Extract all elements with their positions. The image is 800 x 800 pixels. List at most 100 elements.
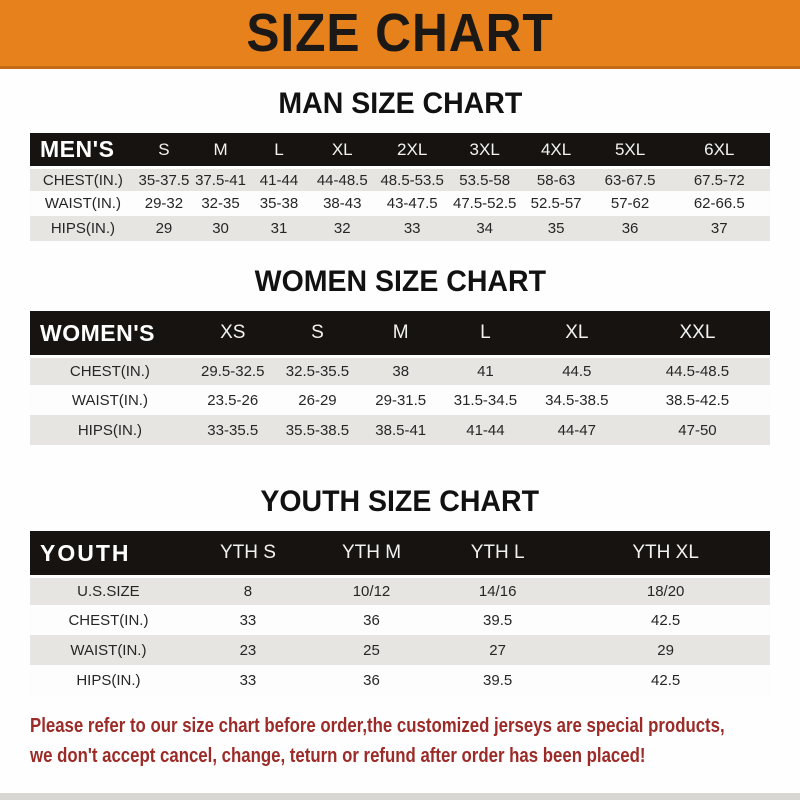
value-cell: 31 — [249, 216, 309, 241]
value-cell: 32.5-35.5 — [275, 355, 360, 385]
value-cell: 33-35.5 — [189, 415, 276, 445]
size-header-cell: 2XL — [375, 133, 449, 166]
row-label-cell: CHEST(IN.) — [30, 355, 190, 385]
men-header-row: MEN'S S M L XL 2XL 3XL 4XL 5XL 6XL — [30, 133, 770, 166]
value-cell: 33 — [375, 216, 449, 241]
size-header-cell: XL — [528, 311, 625, 355]
value-cell: 10/12 — [308, 575, 435, 605]
row-label-cell: WAIST(IN.) — [30, 635, 187, 665]
women-size-table: WOMEN'S XS S M L XL XXL CHEST(IN.) 29.5-… — [30, 311, 770, 445]
value-cell: 36 — [308, 605, 435, 635]
men-size-table: MEN'S S M L XL 2XL 3XL 4XL 5XL 6XL CHEST… — [30, 133, 770, 241]
man-section-title-text: MAN SIZE CHART — [278, 87, 522, 120]
value-cell: 53.5-58 — [448, 166, 521, 191]
youth-section-title-text: YOUTH SIZE CHART — [260, 485, 540, 518]
value-cell: 27 — [434, 635, 562, 665]
value-cell: 43-47.5 — [375, 191, 449, 216]
value-cell: 35 — [520, 216, 592, 241]
size-header-cell: M — [359, 311, 443, 355]
value-cell: 42.5 — [561, 605, 770, 635]
value-cell: 37.5-41 — [192, 166, 250, 191]
value-cell: 41-44 — [249, 166, 309, 191]
size-header-cell: 3XL — [448, 133, 521, 166]
value-cell: 32-35 — [192, 191, 250, 216]
value-cell: 44-48.5 — [308, 166, 376, 191]
value-cell: 35-37.5 — [135, 166, 193, 191]
size-header-cell: YTH XL — [561, 531, 770, 575]
youth-group-label: YOUTH — [30, 531, 187, 575]
value-cell: 38-43 — [308, 191, 376, 216]
value-cell: 39.5 — [434, 665, 562, 695]
men-chest-row: CHEST(IN.) 35-37.5 37.5-41 41-44 44-48.5… — [30, 166, 770, 191]
row-label-cell: WAIST(IN.) — [30, 191, 136, 216]
value-cell: 41-44 — [442, 415, 529, 445]
value-cell: 23.5-26 — [189, 385, 276, 415]
value-cell: 26-29 — [275, 385, 360, 415]
women-header-row: WOMEN'S XS S M L XL XXL — [30, 311, 770, 355]
value-cell: 67.5-72 — [668, 166, 770, 191]
size-header-cell: S — [135, 133, 193, 166]
youth-size-table: YOUTH YTH S YTH M YTH L YTH XL U.S.SIZE … — [30, 531, 770, 695]
value-cell: 38 — [359, 355, 443, 385]
value-cell: 44.5 — [528, 355, 625, 385]
footer-line-1: Please refer to our size chart before or… — [30, 715, 725, 737]
row-label-cell: CHEST(IN.) — [30, 605, 187, 635]
value-cell: 58-63 — [520, 166, 592, 191]
youth-section-title: YOUTH SIZE CHART — [0, 485, 800, 519]
value-cell: 38.5-41 — [359, 415, 443, 445]
women-section-title: WOMEN SIZE CHART — [0, 265, 800, 299]
value-cell: 52.5-57 — [520, 191, 592, 216]
value-cell: 39.5 — [434, 605, 562, 635]
men-waist-row: WAIST(IN.) 29-32 32-35 35-38 38-43 43-47… — [30, 191, 770, 216]
value-cell: 41 — [442, 355, 529, 385]
row-label-cell: HIPS(IN.) — [30, 216, 136, 241]
value-cell: 31.5-34.5 — [442, 385, 529, 415]
value-cell: 8 — [186, 575, 309, 605]
value-cell: 62-66.5 — [668, 191, 770, 216]
value-cell: 29-31.5 — [359, 385, 443, 415]
size-header-cell: YTH S — [186, 531, 309, 575]
value-cell: 34.5-38.5 — [528, 385, 625, 415]
footer-note: Please refer to our size chart before or… — [30, 711, 800, 771]
youth-chest-row: CHEST(IN.) 33 36 39.5 42.5 — [30, 605, 770, 635]
women-group-label: WOMEN'S — [30, 311, 190, 355]
size-header-cell: 6XL — [668, 133, 770, 166]
youth-ussize-row: U.S.SIZE 8 10/12 14/16 18/20 — [30, 575, 770, 605]
value-cell: 35-38 — [249, 191, 309, 216]
women-chest-row: CHEST(IN.) 29.5-32.5 32.5-35.5 38 41 44.… — [30, 355, 770, 385]
value-cell: 44-47 — [528, 415, 625, 445]
women-section-title-text: WOMEN SIZE CHART — [254, 265, 546, 298]
value-cell: 36 — [591, 216, 669, 241]
size-header-cell: 4XL — [520, 133, 592, 166]
size-header-cell: XS — [189, 311, 276, 355]
row-label-cell: HIPS(IN.) — [30, 415, 190, 445]
value-cell: 42.5 — [561, 665, 770, 695]
value-cell: 30 — [192, 216, 250, 241]
value-cell: 63-67.5 — [591, 166, 669, 191]
value-cell: 33 — [186, 665, 309, 695]
value-cell: 25 — [308, 635, 435, 665]
youth-header-row: YOUTH YTH S YTH M YTH L YTH XL — [30, 531, 770, 575]
youth-waist-row: WAIST(IN.) 23 25 27 29 — [30, 635, 770, 665]
value-cell: 47-50 — [624, 415, 770, 445]
size-header-cell: L — [442, 311, 529, 355]
size-header-cell: S — [275, 311, 360, 355]
bottom-divider — [0, 793, 800, 800]
row-label-cell: WAIST(IN.) — [30, 385, 190, 415]
value-cell: 33 — [186, 605, 309, 635]
value-cell: 32 — [308, 216, 376, 241]
size-header-cell: YTH L — [434, 531, 562, 575]
row-label-cell: CHEST(IN.) — [30, 166, 136, 191]
value-cell: 38.5-42.5 — [624, 385, 770, 415]
size-header-cell: YTH M — [308, 531, 435, 575]
value-cell: 29-32 — [135, 191, 193, 216]
value-cell: 57-62 — [591, 191, 669, 216]
row-label-cell: HIPS(IN.) — [30, 665, 187, 695]
banner-title: SIZE CHART — [246, 3, 554, 63]
value-cell: 35.5-38.5 — [275, 415, 360, 445]
size-header-cell: M — [192, 133, 250, 166]
man-section-title: MAN SIZE CHART — [0, 87, 800, 121]
row-label-cell: U.S.SIZE — [30, 575, 187, 605]
women-hips-row: HIPS(IN.) 33-35.5 35.5-38.5 38.5-41 41-4… — [30, 415, 770, 445]
